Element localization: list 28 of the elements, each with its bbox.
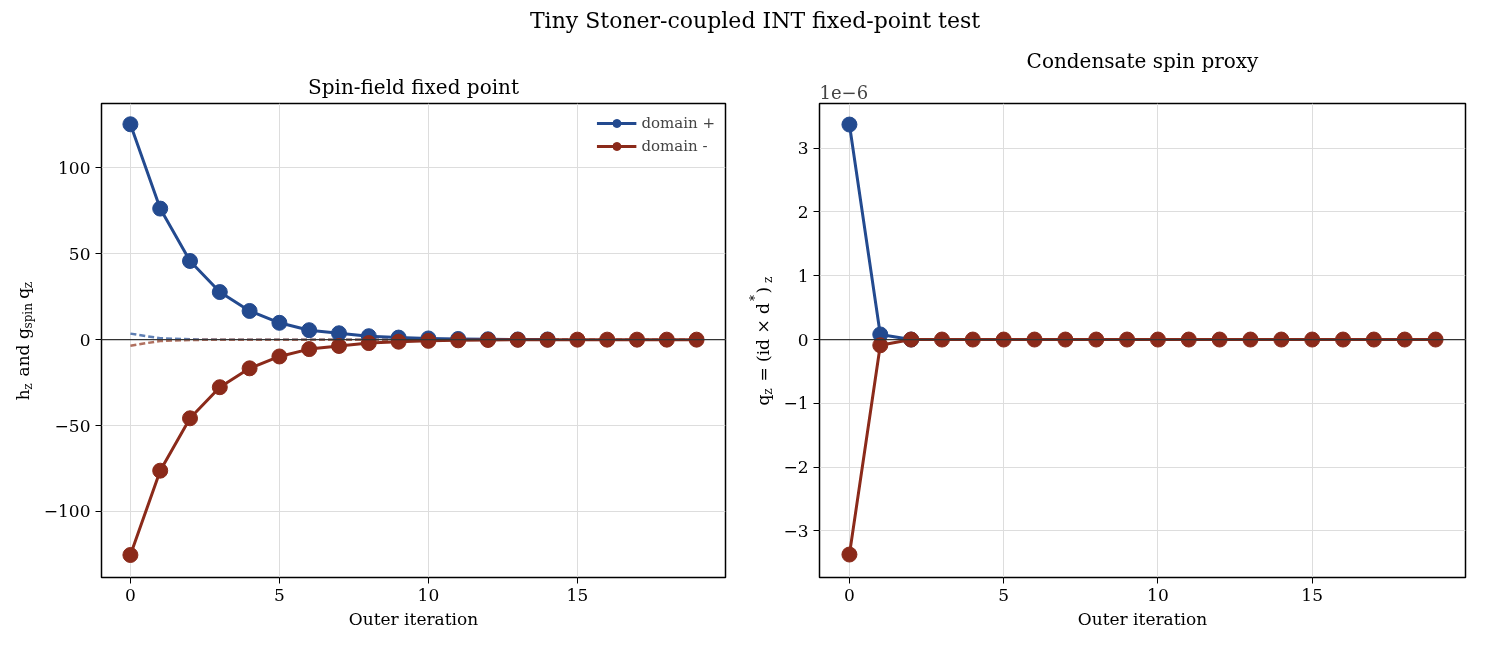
x-tick-label: 10 bbox=[1147, 584, 1169, 605]
legend-label: domain - bbox=[641, 137, 708, 156]
x-axis-title: Outer iteration bbox=[1077, 608, 1208, 629]
chart-title: Condensate spin proxy bbox=[1026, 48, 1260, 73]
x-tick-label: 0 bbox=[844, 584, 855, 605]
y-tick-label: −1 bbox=[783, 393, 809, 414]
x-tick-label: 15 bbox=[566, 584, 589, 605]
y-tick-label: 3 bbox=[797, 138, 809, 159]
x-tick-label: 15 bbox=[1301, 584, 1323, 605]
chart-title: Spin-field fixed point bbox=[307, 74, 520, 99]
y-tick-label: −50 bbox=[54, 415, 91, 436]
x-tick-label: 5 bbox=[273, 584, 285, 605]
text: Tiny Stoner-coupled INT fixed-point test bbox=[529, 7, 981, 35]
x-tick-label: 5 bbox=[998, 584, 1010, 605]
y-tick-label: 100 bbox=[58, 158, 91, 179]
y-tick-label: 50 bbox=[68, 244, 91, 265]
y-tick-label: −3 bbox=[783, 521, 809, 542]
y-tick-label: 0 bbox=[797, 329, 809, 350]
x-tick-label: 10 bbox=[417, 584, 440, 605]
y-tick-label: −2 bbox=[783, 457, 809, 478]
legend-label: domain + bbox=[641, 114, 715, 133]
y-tick-label: 1 bbox=[797, 266, 809, 287]
text: 1e−6 bbox=[819, 81, 869, 103]
y-tick-label: 0 bbox=[79, 330, 91, 351]
x-tick-label: 0 bbox=[125, 584, 136, 605]
y-tick-label: 2 bbox=[797, 202, 809, 223]
x-axis-title: Outer iteration bbox=[348, 608, 479, 629]
y-tick-label: −100 bbox=[43, 501, 91, 522]
